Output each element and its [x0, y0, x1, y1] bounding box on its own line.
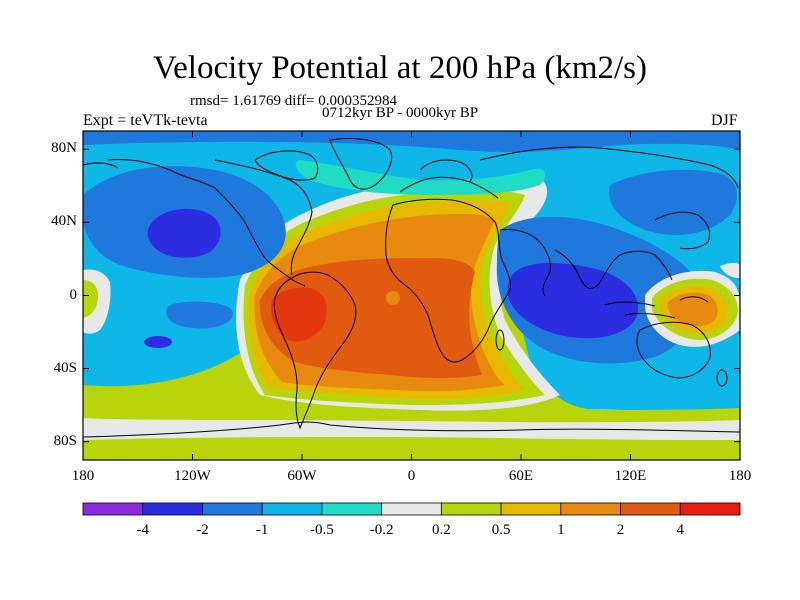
colorbar-swatch [381, 502, 442, 516]
coastline-new-zealand [716, 369, 728, 387]
lat-tick-label: 80N [51, 140, 77, 157]
coastlines [83, 137, 740, 438]
coastline-east-asia [654, 211, 711, 250]
lat-tick-label: 80S [53, 432, 77, 449]
lon-tick-label: 60W [287, 468, 317, 484]
season-label: DJF [711, 112, 738, 129]
coastline-antarctica [83, 421, 740, 438]
colorbar-label: -1 [255, 522, 269, 538]
colorbar-label: 2 [616, 522, 625, 538]
colorbar-label: -0.5 [310, 522, 334, 538]
colorbar-swatch [620, 502, 681, 516]
colorbar-label: -2 [196, 522, 209, 538]
coastline-madagascar [495, 329, 505, 351]
colorbar-label: -0.2 [369, 522, 394, 538]
coastline-europe [399, 176, 499, 199]
field-strong-negative-pacific [147, 208, 221, 258]
lat-tick-label: 0 [69, 286, 78, 303]
colorbar-swatch [142, 502, 203, 516]
coastline-australia [636, 321, 711, 379]
colorbar-swatch [679, 502, 741, 516]
chart-title: Velocity Potential at 200 hPa (km2/s) [152, 50, 648, 86]
lat-tick-label: 40S [53, 359, 77, 376]
colorbar-swatch [440, 502, 502, 516]
colorbar-swatch [500, 502, 562, 516]
lat-tick-label: 40N [51, 213, 77, 230]
colorbar-swatch [261, 502, 323, 516]
lon-tick-label: 120E [614, 468, 647, 484]
coastline-southeast-asia [554, 249, 673, 289]
coastline-africa [385, 198, 511, 363]
coastline-arabia-india [499, 229, 551, 297]
lon-tick-label: 60E [508, 468, 534, 484]
contour-field [83, 131, 740, 460]
colorbar-swatch [202, 502, 263, 516]
colorbar-label: 0.5 [491, 522, 511, 538]
colorbar-label: 0.2 [431, 522, 451, 538]
experiment-label: Expt = teVTk-tevta [83, 112, 208, 129]
field-local-maximum [386, 291, 400, 305]
coastline-north-asia [479, 146, 739, 189]
stats-text: rmsd= 1.61769 diff= 0.000352984 [190, 93, 398, 109]
coastline-greenland-region [254, 150, 319, 181]
axis-ticks [82, 131, 741, 460]
coastline-north-america-west [107, 159, 306, 287]
field-core-south-america [270, 287, 327, 342]
field-positive-south [83, 436, 740, 460]
field-neutral-east-edge [720, 262, 740, 278]
lon-tick-label: 0 [407, 468, 416, 484]
coastline-indonesia [604, 296, 709, 319]
colorbar-swatch [560, 502, 621, 516]
colorbar-label: -4 [136, 522, 149, 538]
colorbar-label: 1 [557, 522, 565, 538]
field-negative-east-pacific [166, 301, 234, 329]
lon-tick-label: 180 [728, 468, 752, 484]
field-positive-orange-west-pacific [667, 292, 718, 327]
field-strong-negative-indian-ocean [507, 263, 639, 339]
coastline-south-america [273, 271, 357, 430]
field-strong-negative-south-pacific [144, 336, 172, 348]
field-positive-dateline [83, 280, 98, 318]
field-weak-negative-europe [295, 160, 546, 195]
colorbar [82, 502, 741, 516]
coastline-scandinavia [419, 159, 473, 183]
colorbar-swatch [82, 502, 144, 516]
field-negative-east-asia [609, 169, 737, 235]
colorbar-label: 4 [676, 522, 685, 538]
colorbar-swatch [321, 502, 383, 516]
period-text: 0712kyr BP - 0000kyr BP [322, 105, 479, 121]
coastline-alaska [83, 162, 119, 169]
lon-tick-label: 120W [174, 468, 211, 484]
field-positive-redorange [259, 258, 482, 379]
coastline-greenland [329, 137, 393, 190]
lon-tick-label: 180 [71, 468, 95, 484]
coastline-north-america-east [214, 159, 313, 276]
